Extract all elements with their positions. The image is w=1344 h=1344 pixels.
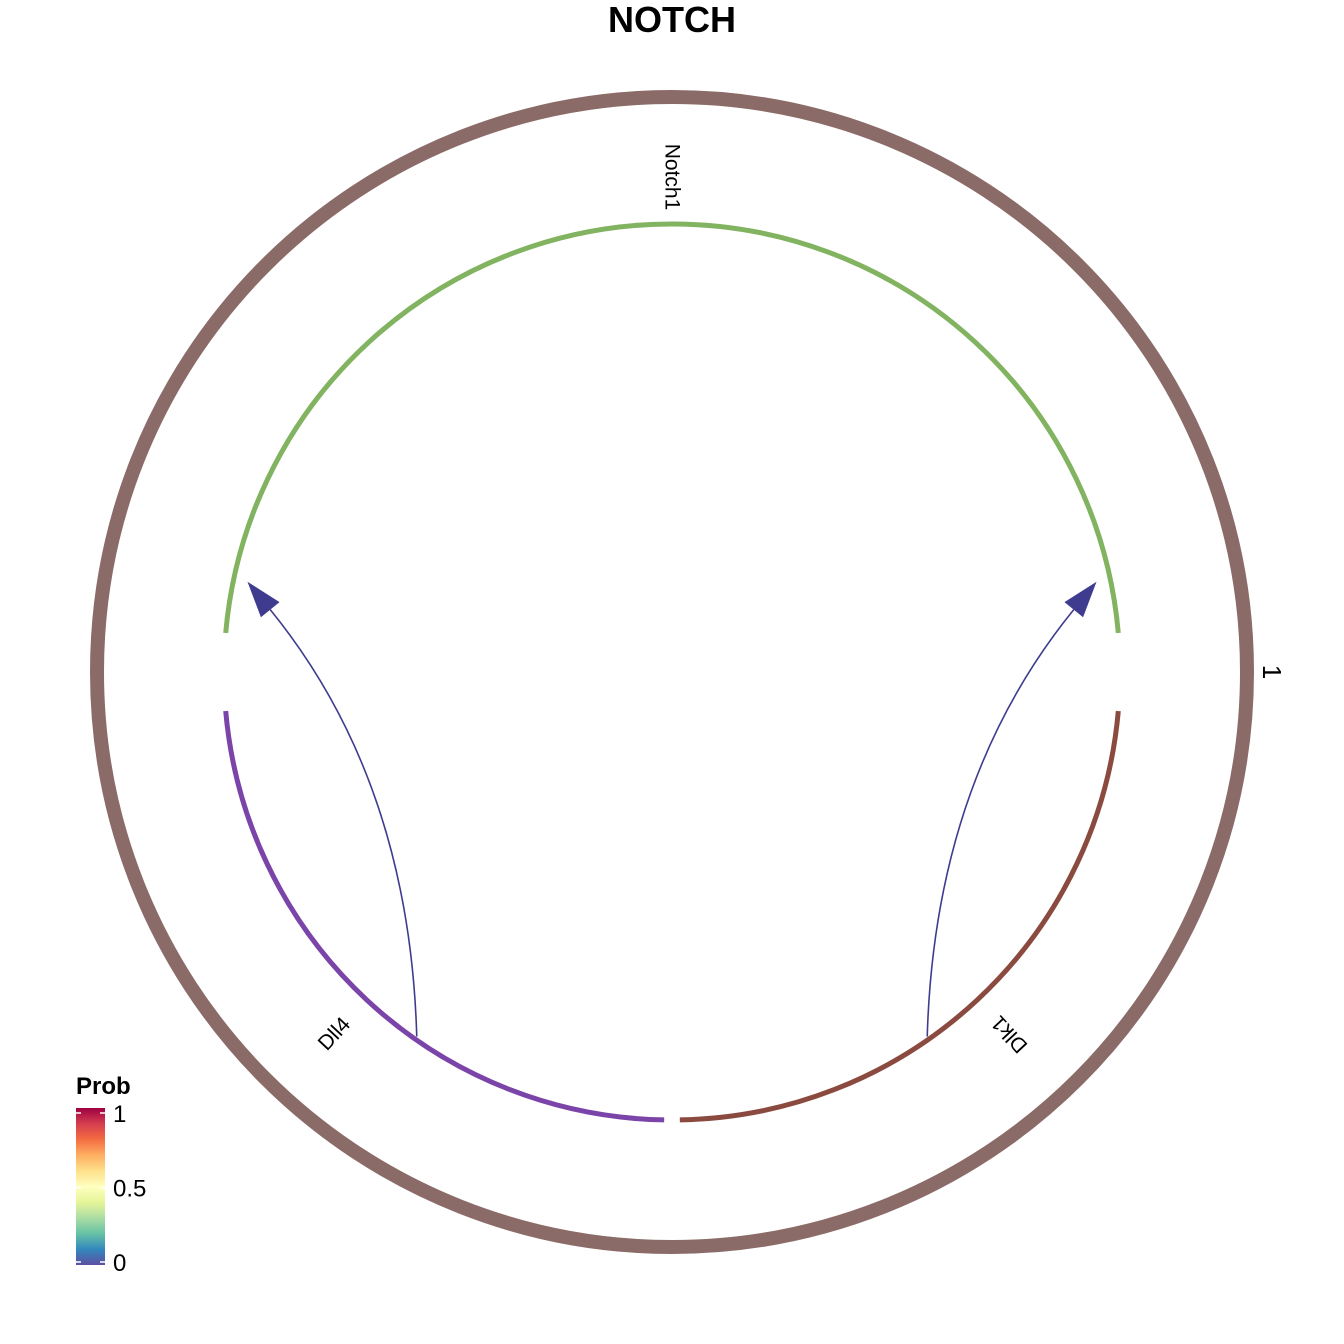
legend-colorbar <box>76 1108 105 1265</box>
sector-label-dll4: Dll4 <box>314 1013 356 1055</box>
sector-label-notch1: Notch1 <box>661 144 684 211</box>
legend-tick-label: 0.5 <box>113 1176 146 1203</box>
legend-title: Prob <box>76 1073 131 1100</box>
link-arrowhead-dll4 <box>247 581 280 618</box>
chart-title: NOTCH <box>608 0 736 40</box>
legend-tick-label: 0 <box>113 1250 126 1277</box>
sector-labels: Notch1 Dlk1 Dll4 <box>314 144 1033 1058</box>
link-dll4-to-notch1 <box>269 609 418 1037</box>
legend-ticks: 10.50 <box>76 1101 146 1277</box>
legend-tick-label: 1 <box>113 1101 126 1128</box>
sector-arcs <box>223 221 1121 1123</box>
prob-legend: Prob 10.50 <box>76 1073 146 1277</box>
link-arrowhead-dlk1 <box>1064 581 1097 618</box>
sector-arc-dlk1 <box>679 710 1121 1123</box>
chord-links <box>247 581 1097 1037</box>
outer-group-label: 1 <box>1257 665 1287 679</box>
outer-group-ring <box>90 90 1254 1254</box>
sector-arc-notch1 <box>223 221 1121 634</box>
link-dlk1-to-notch1 <box>926 609 1075 1037</box>
sector-label-dlk1: Dlk1 <box>987 1011 1032 1057</box>
sector-arc-dll4 <box>223 710 665 1123</box>
